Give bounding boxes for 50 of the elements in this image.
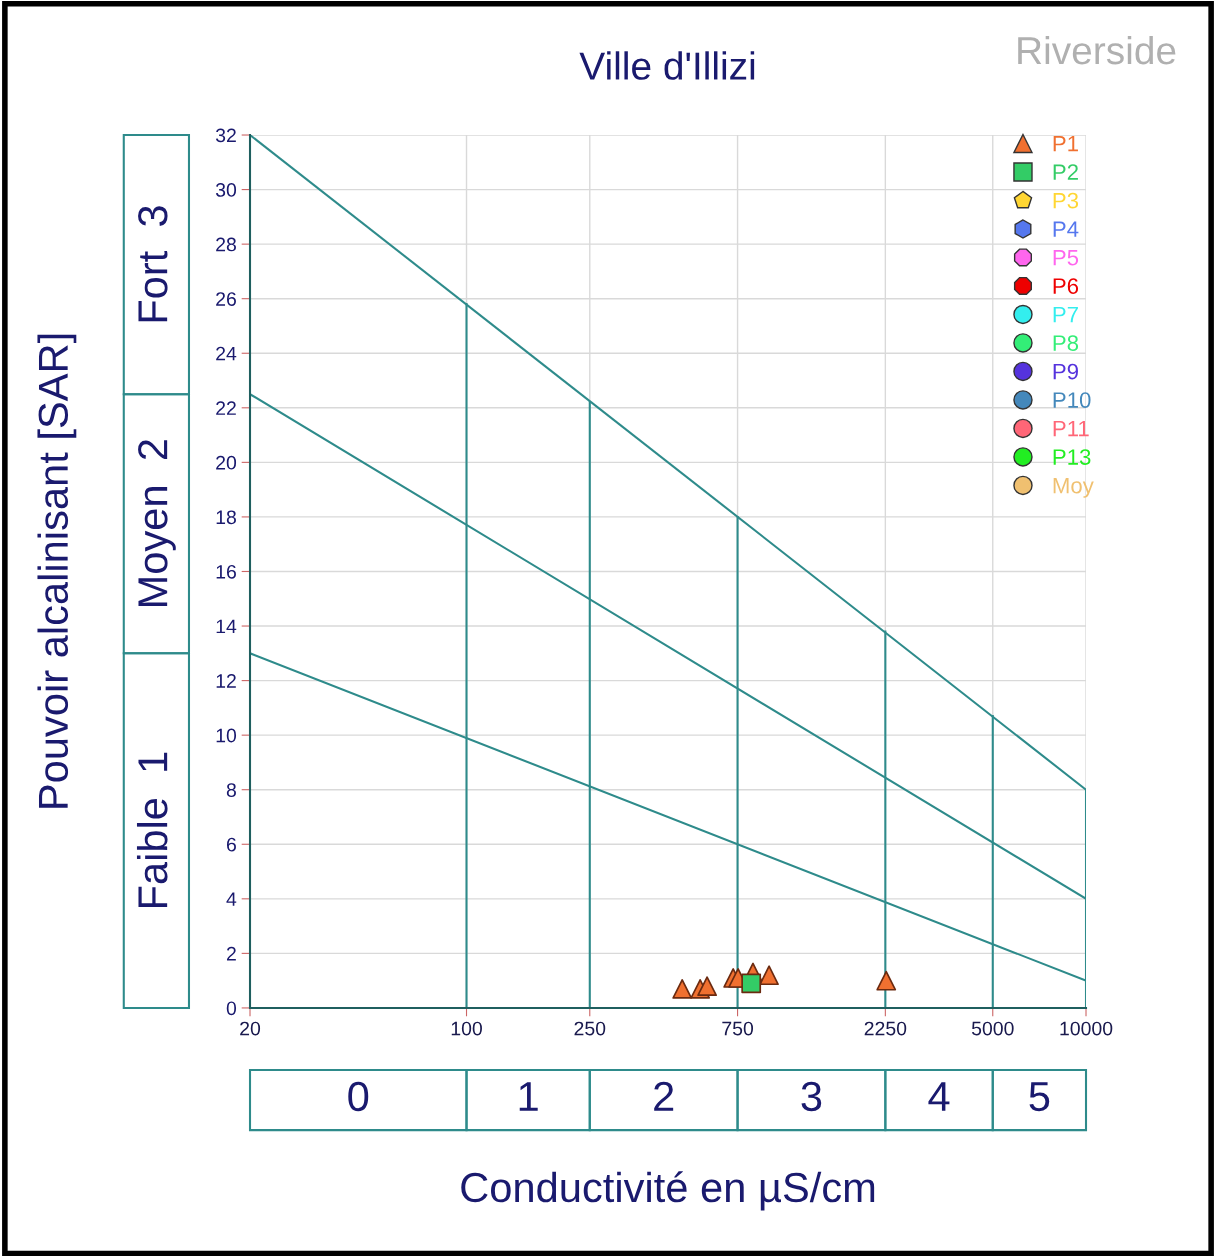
y-tick-label: 8 <box>226 783 236 797</box>
y-tick-label: 30 <box>215 183 237 197</box>
y-tick-label: 28 <box>216 237 236 252</box>
legend-label: P4 <box>1053 221 1079 237</box>
legend-label: P6 <box>1053 278 1079 294</box>
text: Riverside <box>1018 35 1176 65</box>
legend-label: P10 <box>1053 392 1091 408</box>
x-tick-label: 750 <box>722 1021 754 1036</box>
y-tick-label: 22 <box>216 401 236 415</box>
legend-label: P5 <box>1053 249 1079 266</box>
y-tick-label: 12 <box>216 674 236 688</box>
text: 2 <box>654 1081 674 1111</box>
x-tick-label: 5000 <box>971 1021 1014 1036</box>
y-tick-label: 24 <box>216 346 237 361</box>
y-tick-label: 4 <box>226 892 237 906</box>
y-tick-label: 26 <box>216 292 236 306</box>
legend-label: P11 <box>1053 420 1089 437</box>
y-tick-label: 20 <box>216 455 237 470</box>
y-tick-label: 32 <box>215 128 236 143</box>
text: 4 <box>928 1082 950 1111</box>
legend-label: P3 <box>1053 192 1079 209</box>
y-tick-label: 18 <box>216 510 236 525</box>
text: Faible 1 <box>136 752 168 908</box>
legend-label: P9 <box>1053 363 1078 380</box>
x-tick-label: 2250 <box>864 1021 907 1036</box>
y-tick-label: 2 <box>226 946 236 961</box>
legend-label: P13 <box>1053 449 1091 465</box>
x-tick-label: 20 <box>240 1021 261 1036</box>
y-tick-label: 10 <box>216 728 237 743</box>
legend-label: P8 <box>1053 335 1079 351</box>
chart-title: Ville d'Illizi <box>579 51 755 80</box>
text: 1 <box>519 1082 538 1111</box>
x-axis-title: Conductivité en µS/cm <box>461 1171 875 1211</box>
text: Moyen 2 <box>138 440 176 607</box>
text: 3 <box>801 1081 822 1112</box>
text: 5 <box>1029 1082 1050 1112</box>
x-tick-label: 10000 <box>1060 1021 1113 1036</box>
x-tick-label: 100 <box>451 1021 482 1036</box>
y-axis-title: Pouvoir alcalinisant [SAR] <box>37 334 77 808</box>
legend-label: P2 <box>1053 164 1078 180</box>
x-tick-label: 250 <box>574 1021 606 1036</box>
text: Fort 3 <box>138 206 168 322</box>
legend-label: Moy <box>1053 477 1094 498</box>
y-tick-label: 0 <box>226 1001 237 1016</box>
legend-label: P1 <box>1053 136 1078 152</box>
y-tick-label: 16 <box>216 564 236 579</box>
y-tick-label: 6 <box>226 837 236 852</box>
y-tick-label: 14 <box>216 619 237 634</box>
text: 0 <box>348 1081 369 1112</box>
legend-label: P7 <box>1053 306 1078 323</box>
